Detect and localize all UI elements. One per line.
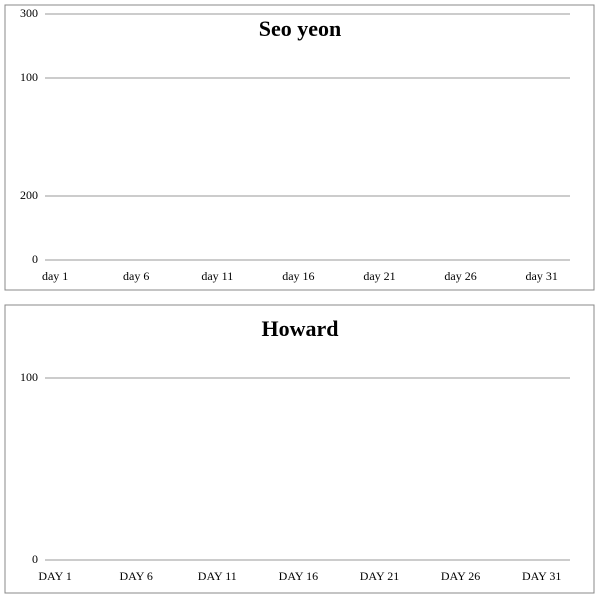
x-tick-label: day 6 [123,269,149,283]
x-tick-label: DAY 16 [279,569,318,583]
chart-title: Seo yeon [259,16,342,41]
chart-frame [4,4,595,291]
x-tick-label: day 26 [444,269,476,283]
y-tick-label: 0 [32,252,38,266]
x-tick-label: DAY 11 [198,569,237,583]
x-tick-label: day 31 [526,269,558,283]
y-tick-label: 100 [20,70,38,84]
y-tick-label: 100 [20,370,38,384]
chart-frame [4,304,595,594]
x-tick-label: day 11 [201,269,233,283]
x-tick-label: DAY 1 [38,569,71,583]
y-tick-label: 0 [32,552,38,566]
x-tick-label: DAY 21 [360,569,399,583]
x-tick-label: day 1 [42,269,68,283]
y-tick-label: 300 [20,6,38,20]
chart-title: Howard [262,316,339,341]
x-tick-label: DAY 26 [441,569,480,583]
x-tick-label: DAY 6 [119,569,152,583]
x-tick-label: day 21 [363,269,395,283]
x-tick-label: DAY 31 [522,569,561,583]
y-tick-label: 200 [20,188,38,202]
x-tick-label: day 16 [282,269,314,283]
